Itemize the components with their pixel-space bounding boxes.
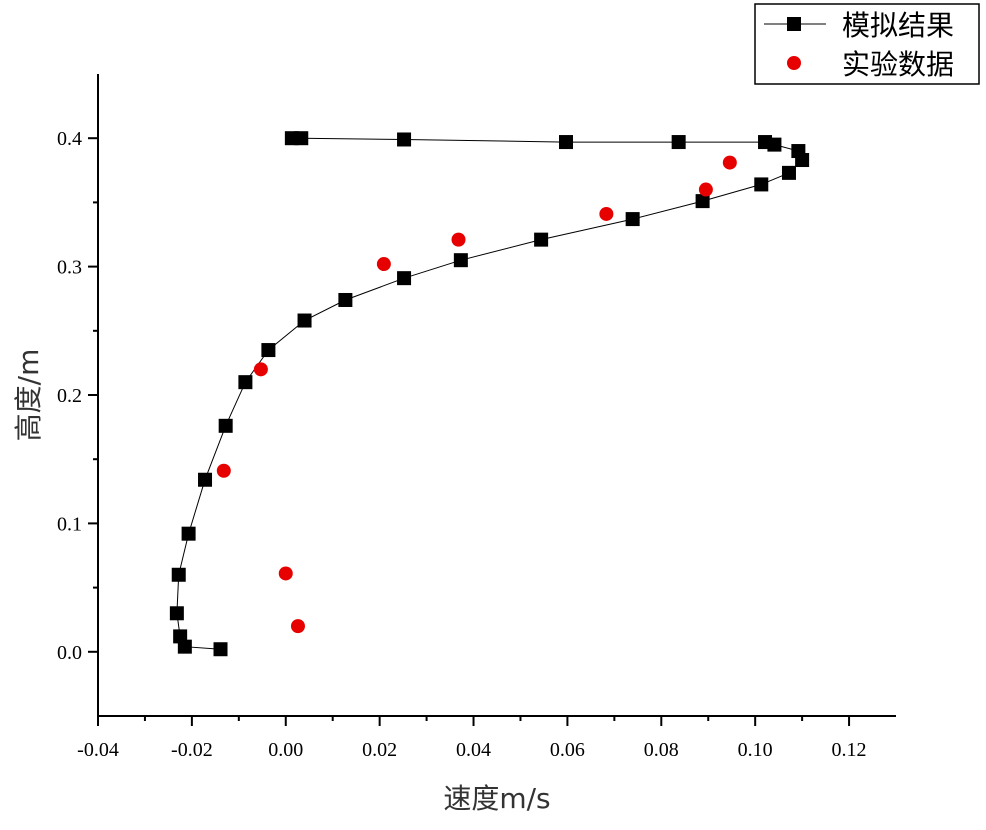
simulation-point (559, 135, 574, 150)
y-tick-label: 0.0 (57, 642, 82, 664)
series-line-group (176, 137, 803, 650)
simulation-point (671, 135, 686, 150)
legend: 模拟结果 实验数据 (754, 3, 980, 85)
simulation-point (338, 292, 353, 307)
legend-label-experiment: 实验数据 (842, 48, 954, 81)
legend-circle-marker (787, 56, 801, 70)
simulation-point (198, 472, 213, 487)
experiment-point (698, 182, 713, 197)
simulation-point (397, 271, 412, 286)
legend-label-simulation: 模拟结果 (842, 9, 954, 42)
y-tick-label: 0.4 (57, 128, 82, 150)
simulation-point (169, 606, 184, 621)
series-markers-group (169, 131, 810, 657)
simulation-point (181, 526, 196, 541)
ticks: -0.04 -0.02 0.00 0.02 0.04 0.06 0.08 0.10 0.12 0.… (57, 128, 867, 761)
simulation-point (453, 253, 468, 268)
simulation-point (261, 343, 276, 358)
simulation-point (297, 313, 312, 328)
experiment-point (216, 463, 231, 478)
x-axis-title: 速度m/s (443, 782, 550, 815)
simulation-point (218, 418, 233, 433)
x-tick-label: 0.06 (550, 739, 585, 761)
x-tick-label: 0.12 (832, 739, 867, 761)
experiment-point (722, 155, 737, 170)
x-tick-label: 0.02 (362, 739, 397, 761)
simulation-point (213, 642, 228, 657)
x-tick-label: -0.02 (171, 739, 213, 761)
simulation-point (791, 144, 806, 159)
axes (97, 74, 896, 717)
y-tick-label: 0.3 (57, 257, 82, 279)
simulation-point (754, 177, 769, 192)
simulation-point (173, 629, 188, 644)
x-tick-label: 0.10 (738, 739, 773, 761)
experiment-point (599, 206, 614, 221)
x-tick-label: 0.08 (644, 739, 679, 761)
experiment-point (253, 362, 268, 377)
simulation-point (695, 194, 710, 209)
simulation-point (284, 131, 299, 146)
simulation-point (534, 232, 549, 247)
simulation-series-line (176, 137, 803, 650)
experiment-point (290, 619, 305, 634)
y-tick-label: 0.2 (57, 385, 82, 407)
legend-square-marker (787, 17, 801, 31)
x-tick-label: 0.04 (456, 739, 491, 761)
y-axis-title: 高度/m (12, 349, 45, 442)
y-tick-label: 0.1 (57, 513, 82, 535)
simulation-point (625, 212, 640, 227)
simulation-point (238, 375, 253, 390)
simulation-point (781, 165, 796, 180)
simulation-point (758, 135, 773, 150)
x-tick-label: 0.00 (268, 739, 303, 761)
x-tick-label: -0.04 (77, 739, 119, 761)
simulation-point (171, 567, 186, 582)
simulation-point (397, 132, 412, 147)
experiment-point (376, 257, 391, 272)
experiment-point (278, 566, 293, 581)
experiment-point (451, 232, 466, 247)
